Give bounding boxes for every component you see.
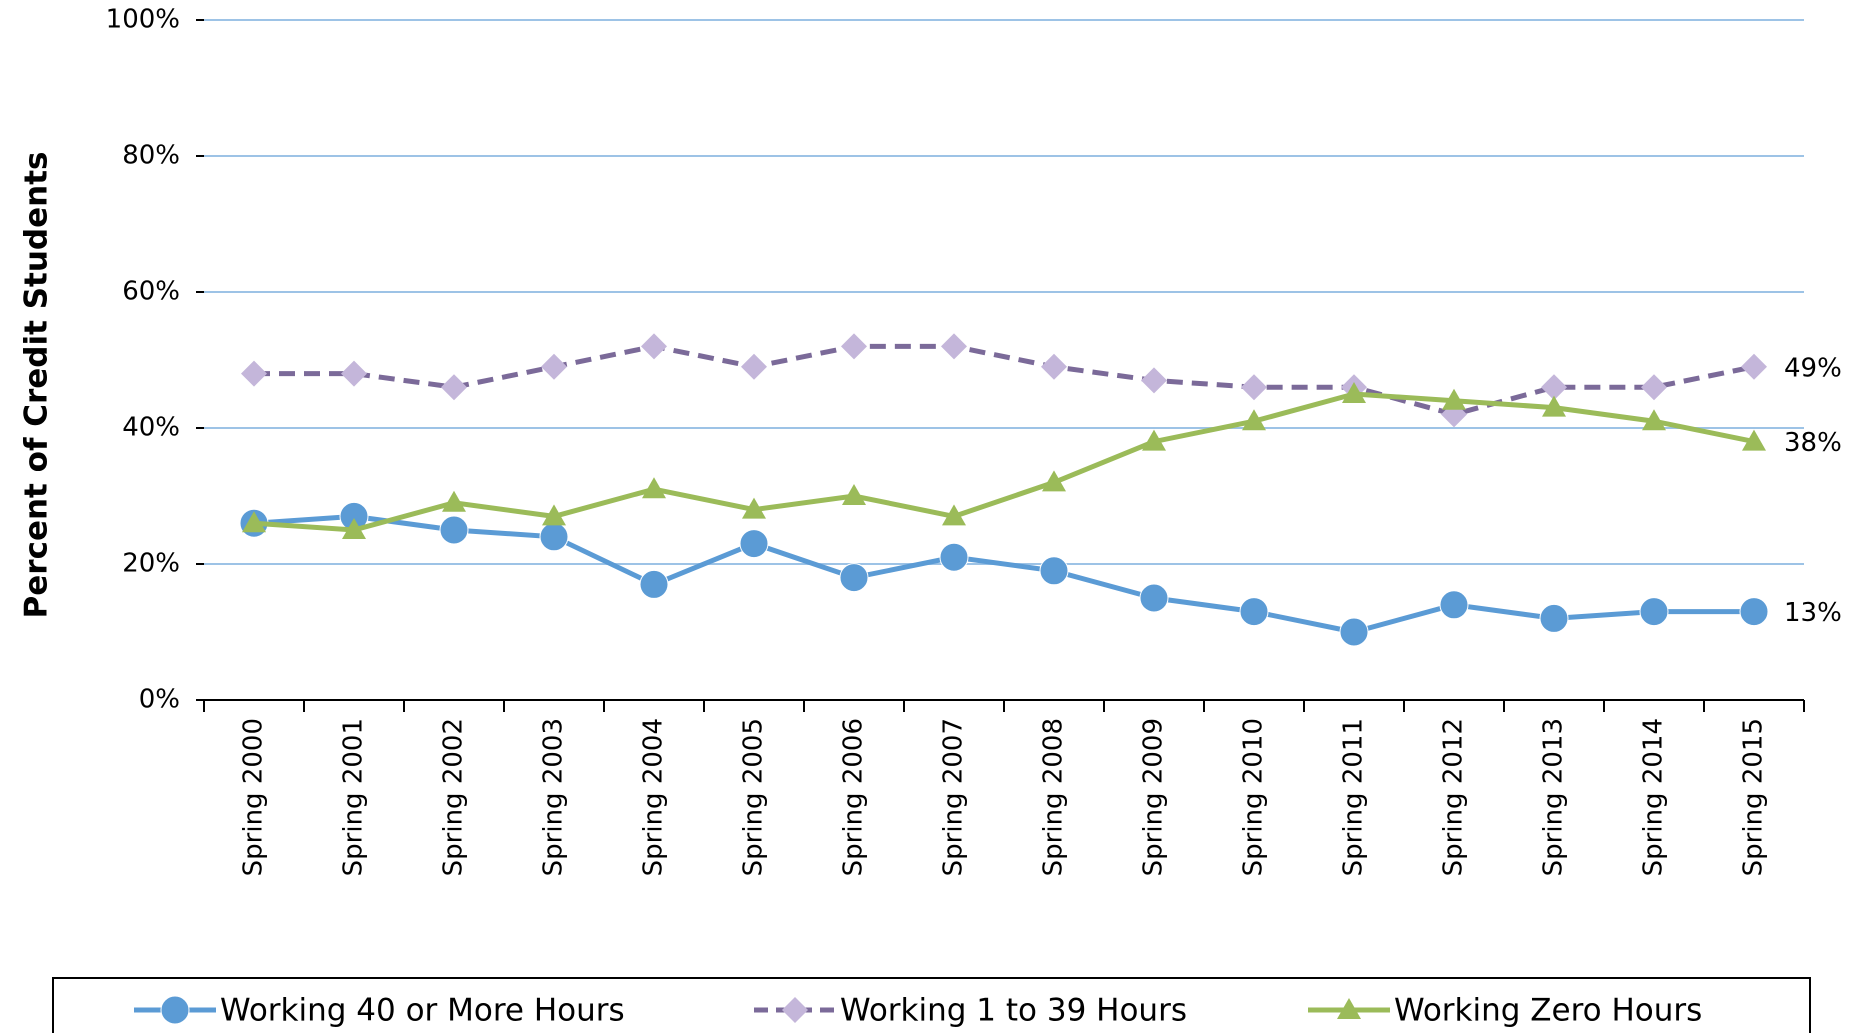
x-tick-label: Spring 2004 [639, 718, 669, 876]
marker [942, 504, 966, 526]
x-tick-label: Spring 2002 [439, 718, 469, 876]
marker [1742, 429, 1766, 451]
marker [1342, 382, 1366, 403]
marker [1039, 556, 1069, 586]
x-tick-label: Spring 2007 [939, 718, 969, 876]
marker [641, 333, 667, 360]
marker [1739, 597, 1769, 627]
marker [1141, 367, 1167, 394]
series-line [254, 343, 1755, 417]
legend-marker [1337, 998, 1361, 1019]
marker [841, 333, 867, 360]
marker [541, 353, 567, 380]
marker [1139, 583, 1169, 613]
x-tick-label: Spring 2011 [1339, 718, 1369, 876]
marker [939, 542, 969, 572]
y-tick-label: 80% [122, 141, 180, 171]
x-tick-label: Spring 2013 [1539, 718, 1569, 876]
marker [642, 477, 666, 499]
data-label: 13% [1784, 598, 1842, 628]
marker [839, 563, 869, 593]
marker [742, 497, 766, 519]
legend-marker [160, 995, 190, 1025]
legend-label: Working 1 to 39 Hours [840, 993, 1187, 1029]
x-tick-label: Spring 2000 [239, 718, 269, 876]
marker [1741, 353, 1767, 380]
marker [539, 522, 569, 552]
marker [1042, 470, 1066, 492]
marker [242, 511, 266, 533]
marker [1639, 597, 1669, 627]
marker [639, 569, 669, 599]
marker [1442, 388, 1466, 410]
marker [1239, 597, 1269, 627]
marker [741, 353, 767, 380]
y-axis-label: Percent of Credit Students [19, 152, 55, 619]
marker [342, 518, 366, 539]
marker [1542, 395, 1566, 417]
marker [842, 484, 866, 505]
y-tick-label: 20% [122, 549, 180, 579]
marker [442, 490, 466, 512]
y-tick-label: 40% [122, 413, 180, 443]
x-tick-label: Spring 2008 [1039, 718, 1069, 876]
marker [1539, 603, 1569, 633]
data-label: 49% [1784, 353, 1842, 383]
y-tick-label: 60% [122, 277, 180, 307]
x-tick-label: Spring 2010 [1239, 718, 1269, 876]
marker [241, 360, 267, 387]
x-tick-label: Spring 2005 [739, 718, 769, 876]
x-tick-label: Spring 2001 [339, 718, 369, 876]
marker [341, 360, 367, 387]
legend-box [52, 977, 1811, 1033]
x-tick-label: Spring 2003 [539, 718, 569, 876]
marker [1339, 617, 1369, 647]
y-tick-label: 100% [106, 5, 180, 35]
marker [941, 333, 967, 360]
x-tick-label: Spring 2006 [839, 718, 869, 876]
marker [1641, 374, 1667, 401]
legend-label: Working 40 or More Hours [220, 993, 625, 1029]
legend-label: Working Zero Hours [1394, 993, 1702, 1029]
marker [439, 515, 469, 545]
legend-marker [782, 997, 808, 1023]
series-line [253, 391, 1755, 533]
marker [1041, 353, 1067, 380]
marker [739, 529, 769, 559]
x-tick-label: Spring 2015 [1739, 718, 1769, 876]
marker [441, 374, 467, 401]
x-tick-label: Spring 2014 [1639, 718, 1669, 876]
marker [1241, 374, 1267, 401]
x-tick-label: Spring 2009 [1139, 718, 1169, 876]
x-tick-label: Spring 2012 [1439, 718, 1469, 876]
marker [1242, 409, 1266, 431]
marker [1142, 429, 1166, 451]
marker [1642, 409, 1666, 431]
marker [542, 504, 566, 526]
marker [1439, 590, 1469, 620]
series-line [253, 513, 1754, 635]
data-label: 38% [1784, 428, 1842, 458]
marker [1541, 374, 1567, 401]
y-tick-label: 0% [139, 685, 180, 715]
